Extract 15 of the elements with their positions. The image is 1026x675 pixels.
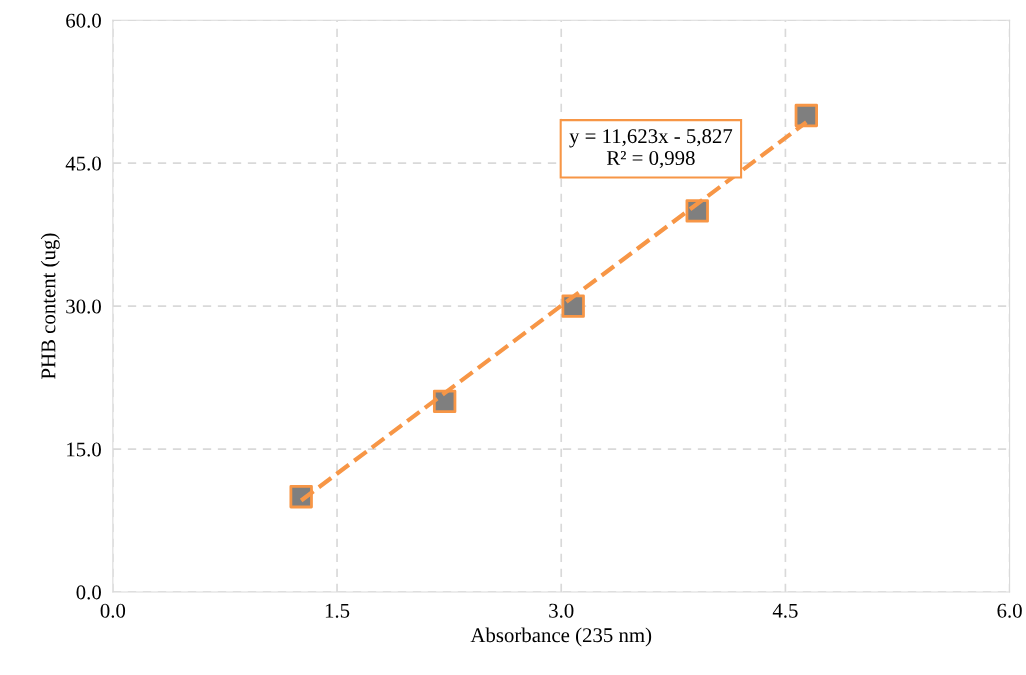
x-tick-label: 4.5 [772, 603, 798, 618]
annotation: y = 11,623x - 5,827 R² = 0,998 [569, 129, 733, 168]
y-tick-label: 30.0 [66, 299, 101, 314]
y-tick-label: 45.0 [65, 156, 101, 171]
x-tick-label: 3.0 [549, 603, 574, 618]
x-tick-label: 1.5 [325, 603, 350, 618]
y-tick-label: 60.0 [66, 13, 101, 28]
point [794, 103, 819, 128]
y-tick-label: 0.0 [76, 585, 101, 600]
x-tick-label: 0.0 [100, 603, 126, 618]
x-axis-title: Absorbance (235 nm) [470, 627, 652, 647]
point [561, 294, 585, 318]
y-tick-label: 15.0 [67, 442, 101, 457]
y-axis-title: PHB content (ug) [40, 233, 60, 379]
x-tick-label: 6.0 [997, 603, 1022, 618]
